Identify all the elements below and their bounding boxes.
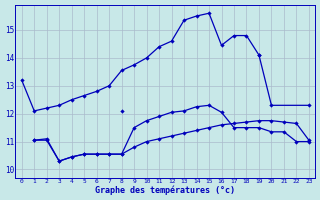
X-axis label: Graphe des températures (°c): Graphe des températures (°c)	[95, 186, 235, 195]
